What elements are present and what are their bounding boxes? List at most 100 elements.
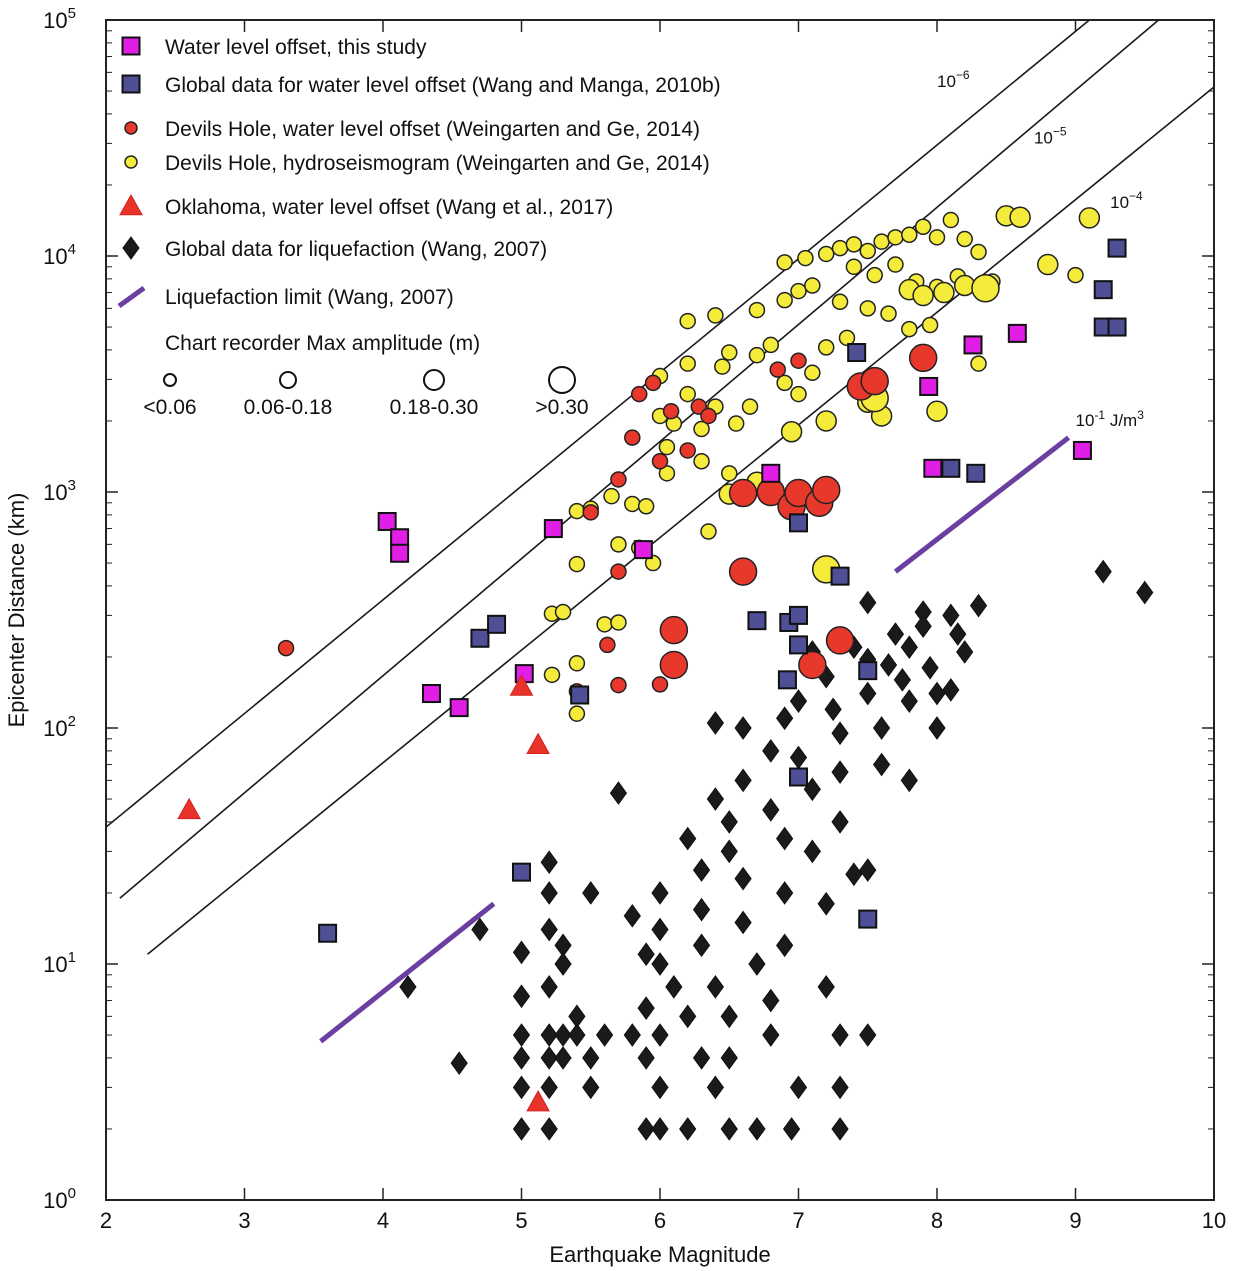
data-point <box>692 1046 711 1070</box>
legend-marker <box>124 155 138 169</box>
data-point <box>789 745 808 770</box>
legend-marker <box>121 74 141 94</box>
data-point <box>741 398 759 415</box>
data-point <box>919 376 939 396</box>
legend-label: Liquefaction limit (Wang, 2007) <box>165 286 454 309</box>
y-tick-label: 101 <box>43 949 76 977</box>
data-point <box>540 1117 558 1141</box>
data-point <box>762 336 780 354</box>
data-point <box>624 429 641 446</box>
data-point <box>390 543 410 563</box>
data-point <box>720 1117 738 1141</box>
legend-label: Global data for liquefaction (Wang, 2007… <box>165 238 547 261</box>
data-point <box>1009 206 1031 228</box>
data-point <box>887 256 904 273</box>
data-point <box>651 676 669 693</box>
data-point <box>512 862 531 882</box>
data-point <box>859 590 877 615</box>
data-point <box>582 504 599 521</box>
data-point <box>776 374 793 392</box>
x-tick-label: 4 <box>377 1208 389 1233</box>
energy-density-1e-5-label: 10−5 <box>1034 124 1067 147</box>
legend-marker <box>122 236 140 260</box>
data-point <box>1037 253 1059 276</box>
data-point <box>776 291 793 309</box>
data-point <box>692 933 711 958</box>
data-point <box>679 385 696 403</box>
data-point <box>789 635 808 655</box>
series-2 <box>277 343 938 700</box>
size-legend-label: >0.30 <box>535 396 588 419</box>
data-point <box>450 1051 468 1076</box>
size-legend-circle <box>548 366 576 394</box>
series-4 <box>177 674 550 1112</box>
size-legend-label: 0.06-0.18 <box>244 396 333 419</box>
data-point <box>859 681 877 706</box>
data-point <box>824 697 842 722</box>
data-point <box>941 458 961 478</box>
data-point <box>568 555 586 573</box>
data-point <box>901 320 918 338</box>
data-point <box>880 305 897 322</box>
data-point <box>720 1004 738 1029</box>
data-point <box>887 229 904 246</box>
data-point <box>900 768 918 793</box>
data-point <box>831 239 849 257</box>
data-point <box>512 940 531 965</box>
data-point <box>790 282 807 300</box>
data-point <box>610 563 627 580</box>
data-point <box>630 385 648 403</box>
data-point <box>679 442 696 459</box>
size-legend-circle <box>279 371 297 389</box>
series-3 <box>543 205 1101 722</box>
data-point <box>777 670 797 690</box>
data-point <box>540 881 558 905</box>
data-point <box>928 681 946 706</box>
data-point <box>859 242 876 260</box>
data-point <box>859 1023 877 1047</box>
legend-label: Oklahoma, water level offset (Wang et al… <box>165 196 613 219</box>
data-point <box>923 458 943 478</box>
data-point <box>543 519 563 539</box>
size-legend-label: 0.18-0.30 <box>390 396 479 419</box>
data-point <box>803 839 821 864</box>
data-point <box>651 917 669 942</box>
legend-marker <box>124 121 138 135</box>
data-point <box>596 616 613 633</box>
y-tick-label: 105 <box>43 5 76 33</box>
legend-marker <box>119 193 143 216</box>
data-point <box>706 975 725 999</box>
data-point <box>942 678 960 702</box>
data-marks <box>177 205 1154 1141</box>
data-point <box>651 1075 669 1100</box>
data-point <box>762 988 780 1013</box>
data-point <box>399 975 417 999</box>
data-point <box>728 557 758 586</box>
data-point <box>831 293 849 310</box>
data-point <box>570 685 590 705</box>
data-point <box>568 705 586 722</box>
series-5 <box>399 559 1154 1141</box>
data-point <box>970 243 987 261</box>
data-point <box>679 1117 697 1141</box>
data-point <box>540 1023 558 1047</box>
data-point <box>679 355 696 372</box>
data-point <box>679 1004 697 1029</box>
data-point <box>449 698 469 718</box>
x-axis-title: Earthquake Magnitude <box>549 1242 770 1267</box>
data-point <box>512 1075 531 1100</box>
x-tick-label: 6 <box>654 1208 666 1233</box>
data-point <box>963 335 983 355</box>
data-point <box>637 1046 655 1070</box>
data-point <box>487 614 507 634</box>
data-point <box>568 502 586 520</box>
data-point <box>831 810 849 834</box>
data-point <box>720 810 738 834</box>
legend-label: Devils Hole, water level offset (Weingar… <box>165 118 700 141</box>
data-point <box>928 229 946 246</box>
data-point <box>582 1075 600 1100</box>
data-point <box>651 1023 669 1047</box>
data-point <box>860 366 889 396</box>
data-point <box>1107 317 1127 337</box>
size-legend-circle <box>423 369 445 391</box>
